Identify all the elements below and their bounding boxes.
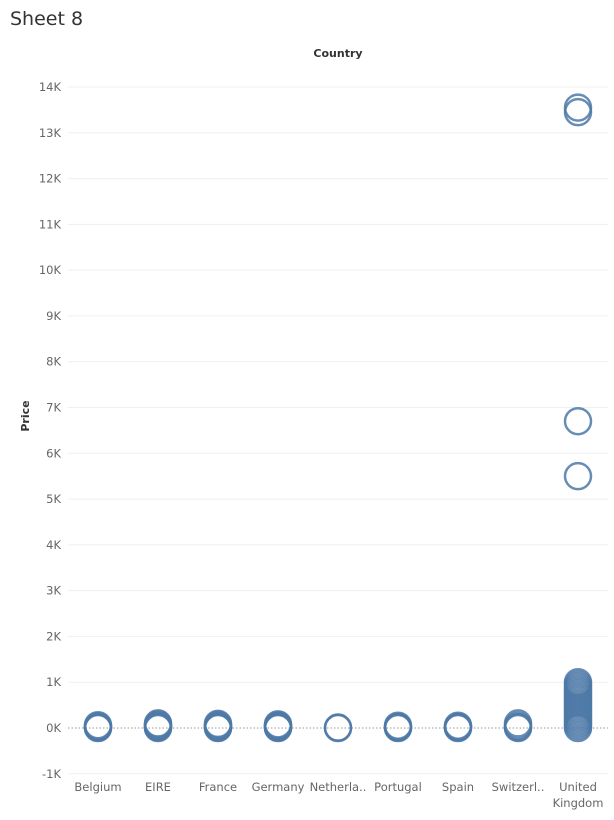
- y-tick-label: -1K: [42, 767, 61, 781]
- data-point[interactable]: [563, 667, 593, 697]
- y-tick-label: 5K: [46, 492, 61, 506]
- x-axis-labels: Belgium EIRE France Germany Netherla.. Portug…: [74, 780, 603, 810]
- y-tick-label: 13K: [39, 126, 62, 140]
- data-point[interactable]: [323, 713, 353, 742]
- x-tick-label: Switzerl..: [492, 780, 545, 794]
- y-tick-label: 3K: [46, 584, 61, 598]
- y-tick-label: 10K: [39, 263, 62, 277]
- data-point[interactable]: [203, 709, 233, 739]
- y-tick-label: 7K: [46, 401, 61, 415]
- data-point[interactable]: [503, 711, 533, 740]
- x-tick-label: France: [199, 780, 237, 794]
- x-tick-label: Spain: [442, 780, 474, 794]
- data-point[interactable]: [263, 710, 293, 739]
- y-tick-label: 8K: [46, 355, 61, 369]
- y-tick-label: 6K: [46, 446, 61, 460]
- data-point[interactable]: [143, 709, 173, 738]
- x-tick-label: Germany: [252, 780, 305, 794]
- gridlines: [68, 86, 608, 775]
- chart-marks: [83, 93, 593, 743]
- data-point[interactable]: [443, 711, 473, 740]
- x-tick-label: United Kingdom: [553, 780, 604, 810]
- data-point[interactable]: [563, 461, 593, 491]
- data-point[interactable]: [383, 711, 413, 740]
- y-tick-label: 11K: [39, 217, 62, 231]
- data-point[interactable]: [503, 709, 533, 738]
- y-tick-label: 14K: [39, 80, 62, 94]
- y-tick-label: 4K: [46, 538, 61, 552]
- x-tick-label: EIRE: [145, 780, 171, 794]
- data-point[interactable]: [563, 406, 593, 436]
- data-point[interactable]: [563, 93, 593, 122]
- data-point[interactable]: [83, 711, 113, 740]
- x-tick-label: Belgium: [74, 780, 121, 794]
- y-tick-label: 12K: [39, 172, 62, 186]
- y-tick-label: 2K: [46, 629, 61, 643]
- column-header: Country: [313, 47, 362, 60]
- sheet-title: Sheet 8: [10, 8, 84, 30]
- y-tick-label: 9K: [46, 309, 61, 323]
- y-tick-label: 0K: [46, 721, 61, 735]
- x-tick-label: Portugal: [374, 780, 422, 794]
- y-axis-title: Price: [19, 400, 32, 431]
- y-tick-label: 1K: [46, 675, 61, 689]
- x-tick-label: Netherla..: [310, 780, 367, 794]
- y-axis-ticks: -1K 0K 1K 2K 3K 4K 5K 6K 7K 8K 9K 10K 11K 12K 13K 14K: [39, 80, 62, 781]
